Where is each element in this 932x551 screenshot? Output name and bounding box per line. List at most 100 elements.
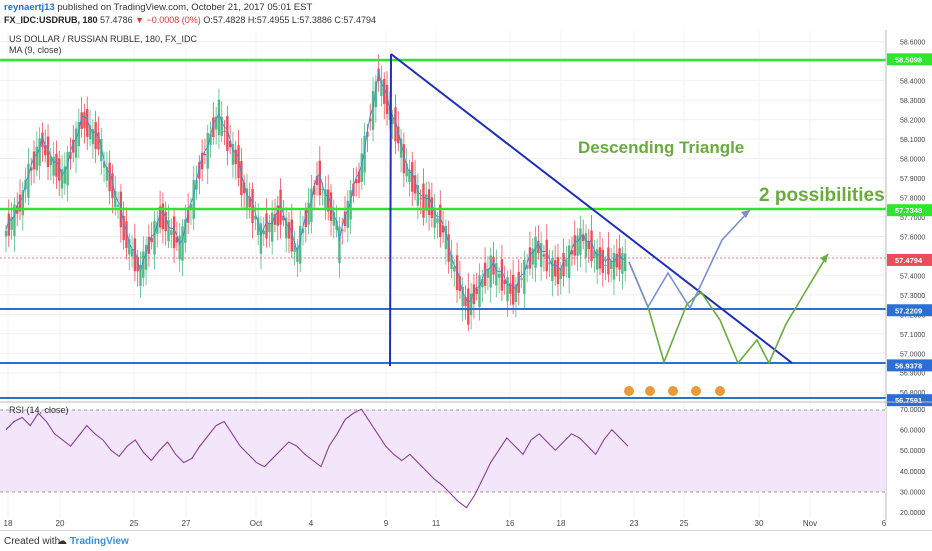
- price-chart[interactable]: Descending Triangle 2 possibilities US D…: [0, 0, 932, 530]
- candle-body: [172, 216, 176, 249]
- candle-body: [567, 245, 571, 279]
- time-tick: Oct: [250, 519, 263, 528]
- price-tick: 57.6000: [900, 234, 925, 241]
- level-badge-label: 57.2209: [895, 306, 922, 315]
- candle-body: [35, 146, 39, 171]
- chart-title: US DOLLAR / RUSSIAN RUBLE, 180, FX_IDC: [9, 34, 198, 44]
- candle-body: [114, 191, 117, 208]
- candle-body: [615, 253, 618, 268]
- candle-body: [256, 217, 260, 236]
- candle-body: [559, 268, 562, 279]
- price-tick: 58.6000: [900, 40, 925, 47]
- time-tick: 18: [557, 519, 566, 528]
- candle-body: [531, 248, 534, 265]
- possibilities-annotation[interactable]: 2 possibilities: [759, 185, 885, 206]
- candle-body: [273, 214, 277, 225]
- candle-body: [10, 217, 13, 230]
- rsi-tick: 70.0000: [900, 407, 925, 414]
- candle-body: [439, 204, 442, 237]
- candle-body: [441, 225, 445, 233]
- time-axis[interactable]: 18 20 25 27 Oct 4 9 11 16 18 23 25 30 Nov 6: [4, 519, 887, 528]
- candle-body: [556, 257, 560, 285]
- event-flag-icon[interactable]: [624, 386, 634, 396]
- candle-body: [315, 176, 319, 186]
- candle-body: [394, 107, 397, 142]
- event-flag-icon[interactable]: [668, 386, 678, 396]
- price-tick: 57.9000: [900, 176, 925, 183]
- author-link[interactable]: reynaertj13: [4, 2, 55, 13]
- price-scale[interactable]: 58.600058.500058.400058.300058.200058.10…: [885, 30, 932, 520]
- candle-body: [290, 219, 293, 252]
- candle-body: [88, 125, 92, 140]
- candle-body: [284, 217, 288, 239]
- candle-body: [128, 239, 131, 255]
- candle-body: [94, 122, 97, 150]
- candle-body: [425, 194, 428, 211]
- candle-body: [433, 207, 436, 228]
- candle-body: [91, 129, 95, 145]
- candle-body: [380, 79, 383, 97]
- candle-body: [369, 118, 372, 122]
- candle-body: [573, 235, 576, 256]
- candle-body: [497, 273, 501, 278]
- candle-body: [298, 225, 302, 264]
- candle-body: [80, 112, 83, 129]
- candle-body: [282, 215, 285, 221]
- candle-body: [105, 167, 109, 181]
- triangle-hypotenuse[interactable]: [390, 53, 793, 364]
- event-icons[interactable]: [624, 386, 725, 396]
- level-badge-label: 58.5098: [895, 55, 922, 64]
- candle-body: [142, 251, 145, 278]
- price-change: ▼ −0.0008 (0%): [135, 15, 201, 25]
- candle-body: [509, 283, 512, 294]
- candle-body: [265, 213, 268, 239]
- candle-body: [276, 205, 279, 226]
- candle-body: [607, 247, 610, 275]
- candle-body: [570, 250, 574, 255]
- candle-body: [32, 151, 36, 170]
- candle-body: [212, 117, 215, 138]
- candle-body: [495, 263, 498, 286]
- candle-body: [186, 207, 190, 223]
- candle-body: [38, 138, 41, 166]
- time-tick: 16: [506, 519, 515, 528]
- triangle-vertical[interactable]: [389, 53, 392, 367]
- candle-body: [590, 230, 593, 262]
- time-tick: 11: [432, 519, 441, 528]
- candle-body: [565, 260, 568, 267]
- candle-body: [248, 196, 251, 208]
- bearish-projection-path[interactable]: [628, 253, 829, 365]
- candle-body: [24, 179, 27, 190]
- candle-body: [136, 256, 139, 272]
- event-flag-icon[interactable]: [715, 386, 725, 396]
- candle-body: [514, 284, 518, 303]
- tradingview-brand[interactable]: TradingView: [70, 536, 129, 547]
- price-tick: 57.1000: [900, 332, 925, 339]
- bullish-projection-path[interactable]: [628, 209, 751, 310]
- event-flag-icon[interactable]: [645, 386, 655, 396]
- candle-body: [66, 151, 69, 186]
- ma-line: [5, 70, 626, 304]
- tradingview-logo-icon: ☁: [57, 536, 67, 547]
- candle-body: [517, 271, 520, 293]
- publication-header: reynaertj13 published on TradingView.com…: [0, 0, 932, 30]
- candle-body: [198, 162, 201, 179]
- candle-body: [579, 228, 582, 255]
- time-tick: 20: [56, 519, 65, 528]
- candle-body: [327, 189, 330, 212]
- price-tick: 58.0000: [900, 157, 925, 164]
- level-badge-label: 56.7591: [895, 396, 922, 405]
- level-badge: [887, 359, 932, 372]
- candle-body: [195, 179, 198, 190]
- candle-body: [21, 190, 25, 216]
- candle-body: [74, 128, 78, 158]
- candle-body: [192, 180, 195, 220]
- candle-body: [349, 190, 352, 220]
- candle-body: [122, 216, 125, 241]
- candle-body: [481, 278, 484, 288]
- candle-body: [310, 188, 313, 222]
- event-flag-icon[interactable]: [691, 386, 701, 396]
- candle-body: [116, 204, 120, 207]
- candle-body: [523, 260, 526, 295]
- pattern-annotation[interactable]: Descending Triangle: [578, 138, 744, 157]
